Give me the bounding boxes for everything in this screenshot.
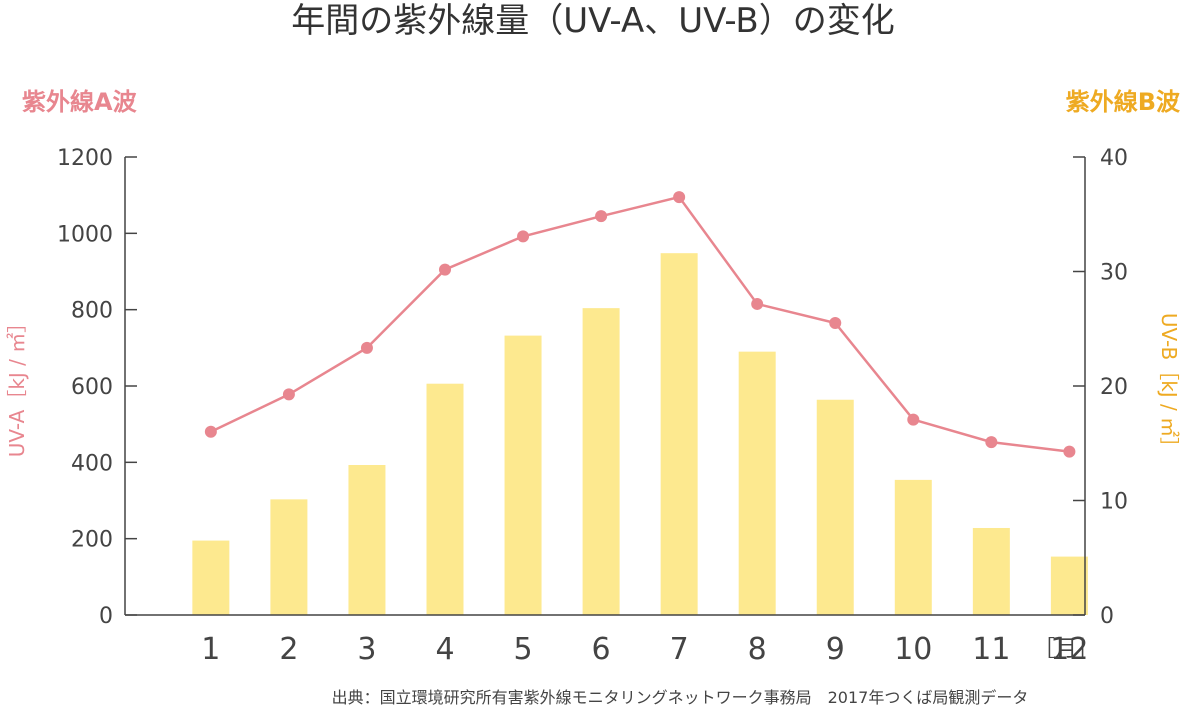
x-tick-label: 5 <box>514 632 533 667</box>
bar-8 <box>738 351 776 615</box>
bar-2 <box>270 499 308 615</box>
uva-point-8 <box>751 297 764 310</box>
chart-title: 年間の紫外線量（UV-A、UV-B）の変化 <box>291 1 894 41</box>
x-axis-unit: ［月］ <box>1033 637 1099 662</box>
line-series-uva <box>204 191 1076 458</box>
x-tick-label: 2 <box>279 632 298 667</box>
x-tick-label: 7 <box>670 632 689 667</box>
bar-10 <box>894 479 932 615</box>
uva-point-9 <box>829 317 842 330</box>
right-tick-label: 40 <box>1100 146 1128 171</box>
uva-point-2 <box>282 388 295 401</box>
uva-point-11 <box>985 436 998 449</box>
right-tick-label: 30 <box>1100 261 1128 286</box>
bar-1 <box>192 540 230 615</box>
uva-point-6 <box>595 210 608 223</box>
uva-point-12 <box>1063 445 1076 458</box>
right-tick-label: 20 <box>1100 375 1128 400</box>
bar-11 <box>972 527 1010 615</box>
uva-point-4 <box>439 263 451 276</box>
series-b-label: 紫外線B波 <box>1066 88 1181 116</box>
left-tick-label: 1200 <box>57 146 113 171</box>
left-axis-label: UV-A［kJ / ㎡］ <box>5 313 29 458</box>
left-tick-label: 600 <box>71 375 113 400</box>
bar-series-uvb <box>192 253 1088 615</box>
bar-9 <box>816 399 854 615</box>
right-axis-label: UV-B［kJ / ㎡］ <box>1157 313 1181 457</box>
left-tick-label: 1000 <box>57 222 113 247</box>
x-tick-label: 8 <box>748 632 767 667</box>
bar-6 <box>582 308 620 615</box>
uva-point-10 <box>907 413 920 426</box>
uva-point-3 <box>360 341 373 354</box>
bar-5 <box>504 335 542 615</box>
x-tick-label: 9 <box>826 632 845 667</box>
x-tick-label: 6 <box>592 632 611 667</box>
bar-3 <box>348 465 386 615</box>
x-tick-label: 3 <box>357 632 376 667</box>
x-tick-label: 1 <box>201 632 220 667</box>
bar-4 <box>426 383 464 615</box>
right-tick-label: 0 <box>1100 604 1114 629</box>
left-tick-label: 400 <box>71 451 113 476</box>
uva-line <box>210 195 1070 453</box>
uva-point-7 <box>673 191 686 204</box>
right-tick-label: 10 <box>1100 490 1128 515</box>
left-tick-label: 800 <box>71 299 113 324</box>
x-tick-label: 11 <box>972 632 1010 667</box>
left-tick-label: 0 <box>99 604 113 629</box>
x-tick-label: 4 <box>435 632 454 667</box>
left-tick-label: 200 <box>71 528 113 553</box>
source-note: 出典：国立環境研究所有害紫外線モニタリングネットワーク事務局 2017年つくば局… <box>332 688 1029 707</box>
uva-point-1 <box>204 425 217 438</box>
series-a-label: 紫外線A波 <box>22 88 138 116</box>
x-tick-label: 10 <box>894 632 932 667</box>
bar-12 <box>1050 556 1088 615</box>
uva-point-5 <box>517 230 530 243</box>
bar-7 <box>660 253 698 615</box>
x-tick-label: 12 <box>1050 632 1088 667</box>
axes <box>124 156 1086 616</box>
